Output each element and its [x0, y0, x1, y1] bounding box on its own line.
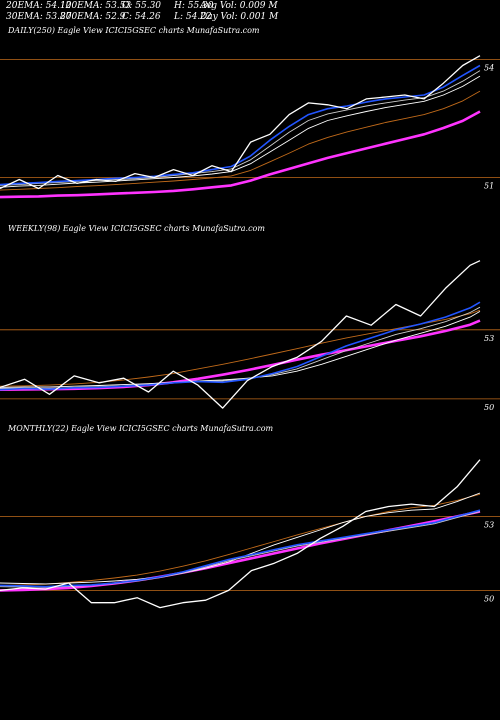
weekly-y-tick-1: 50 — [484, 403, 494, 412]
weekly-ema30-line — [0, 306, 481, 389]
weekly-price-line — [0, 260, 481, 409]
close-stat: C: 54.26 — [122, 12, 161, 22]
ema100-stat: 100EMA: 53.53 — [60, 1, 132, 11]
monthly-panel-title: MONTHLY(22) Eagle View ICICI5GSEC charts… — [8, 424, 274, 433]
monthly-price-line — [0, 459, 481, 609]
daily-price-line — [0, 55, 481, 190]
weekly-y-tick-0: 53 — [484, 334, 494, 343]
monthly-y-tick-1: 50 — [484, 594, 494, 603]
monthly-ema100-line — [0, 493, 481, 586]
daily-y-tick-1: 51 — [484, 182, 494, 191]
ema20-stat: 20EMA: 54.12 — [6, 1, 72, 11]
monthly-ema50-line — [0, 492, 481, 585]
daily-ema50-line — [0, 75, 481, 188]
monthly-ema20-line — [0, 509, 481, 588]
avg-vol-stat: Avg Vol: 0.009 M — [200, 1, 278, 11]
daily-ema20-line — [0, 64, 481, 186]
low-stat: L: 54.22 — [174, 12, 212, 22]
weekly-ema200-line — [0, 319, 481, 391]
monthly-ema30-line — [0, 511, 481, 588]
weekly-ema100-line — [0, 309, 481, 387]
daily-ema30-line — [0, 70, 481, 186]
weekly-ema20-line — [0, 301, 481, 391]
ema200-stat: 200EMA: 52.9 — [60, 12, 126, 22]
daily-ema100-line — [0, 90, 481, 191]
high-stat: H: 55.30 — [174, 1, 214, 11]
ema30-stat: 30EMA: 53.87 — [6, 12, 72, 22]
open-stat: O: 55.30 — [122, 1, 162, 11]
daily-panel: 54 51 — [0, 55, 500, 199]
monthly-y-tick-0: 53 — [484, 520, 494, 529]
weekly-panel: 53 50 — [0, 260, 500, 412]
daily-y-tick-0: 54 — [484, 64, 494, 73]
daily-ema200-line — [0, 110, 481, 199]
day-vol-stat: Day Vol: 0.001 M — [200, 12, 279, 22]
monthly-panel: 53 50 — [0, 459, 500, 609]
weekly-ema50-line — [0, 311, 481, 388]
daily-panel-title: DAILY(250) Eagle View ICICI5GSEC charts … — [8, 26, 260, 35]
weekly-panel-title: WEEKLY(98) Eagle View ICICI5GSEC charts … — [8, 224, 265, 233]
